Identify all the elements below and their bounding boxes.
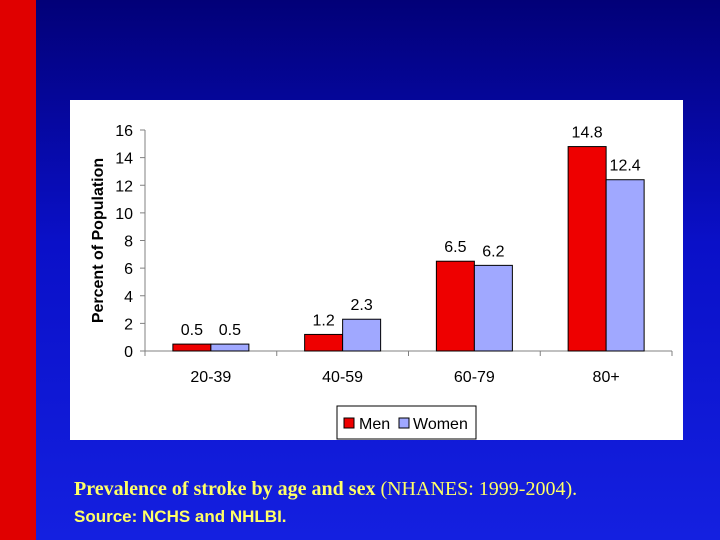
- y-tick-label: 16: [115, 123, 133, 140]
- data-label-women: 6.2: [482, 243, 504, 260]
- x-tick-label: 80+: [593, 369, 620, 386]
- data-label-men: 1.2: [313, 312, 335, 329]
- legend-label-men: Men: [359, 416, 390, 433]
- bar-men-40-59: [304, 333, 344, 352]
- y-tick-label: 12: [115, 178, 133, 195]
- y-tick-label: 8: [124, 234, 133, 251]
- y-tick-label: 14: [115, 151, 133, 168]
- caption-source-study: (NHANES: 1999-2004).: [375, 478, 578, 500]
- data-label-men: 0.5: [181, 322, 203, 339]
- caption: Prevalence of stroke by age and sex (NHA…: [74, 478, 714, 501]
- y-tick-label: 4: [124, 289, 133, 306]
- data-label-women: 2.3: [351, 297, 373, 314]
- data-label-men: 14.8: [572, 125, 603, 142]
- x-tick-label: 20-39: [190, 369, 231, 386]
- bar-women-20-39: [210, 343, 250, 352]
- bar-men-20-39: [172, 343, 212, 352]
- stroke-prevalence-chart: 0 2 4 6 8 10 12 14 16 Percent of Population 20-39 0…: [90, 123, 673, 440]
- y-tick-label: 6: [124, 261, 133, 278]
- bar-women-40-59: [342, 318, 382, 352]
- legend-label-women: Women: [413, 416, 468, 433]
- y-tick-label: 2: [124, 316, 133, 333]
- data-label-women: 0.5: [219, 322, 241, 339]
- data-label-men: 6.5: [444, 239, 466, 256]
- y-tick-label: 0: [124, 344, 133, 361]
- y-axis-label: Percent of Population: [90, 158, 107, 323]
- source-line: Source: NCHS and NHLBI.: [74, 507, 287, 526]
- caption-title: Prevalence of stroke by age and sex: [74, 478, 376, 500]
- chart-panel: 0 2 4 6 8 10 12 14 16 Percent of Population 20-39 0…: [70, 100, 683, 440]
- x-tick-label: 40-59: [322, 369, 363, 386]
- bar-women-60-79: [473, 264, 513, 352]
- data-label-women: 12.4: [610, 158, 641, 175]
- legend-swatch-women: [398, 417, 410, 429]
- legend-swatch-men: [343, 417, 355, 429]
- y-tick-label: 10: [115, 206, 133, 223]
- bar-women-80+: [605, 179, 645, 352]
- left-accent-bar: [0, 0, 36, 540]
- bar-men-60-79: [435, 260, 475, 352]
- x-tick-label: 60-79: [454, 369, 495, 386]
- bar-men-80+: [567, 146, 607, 352]
